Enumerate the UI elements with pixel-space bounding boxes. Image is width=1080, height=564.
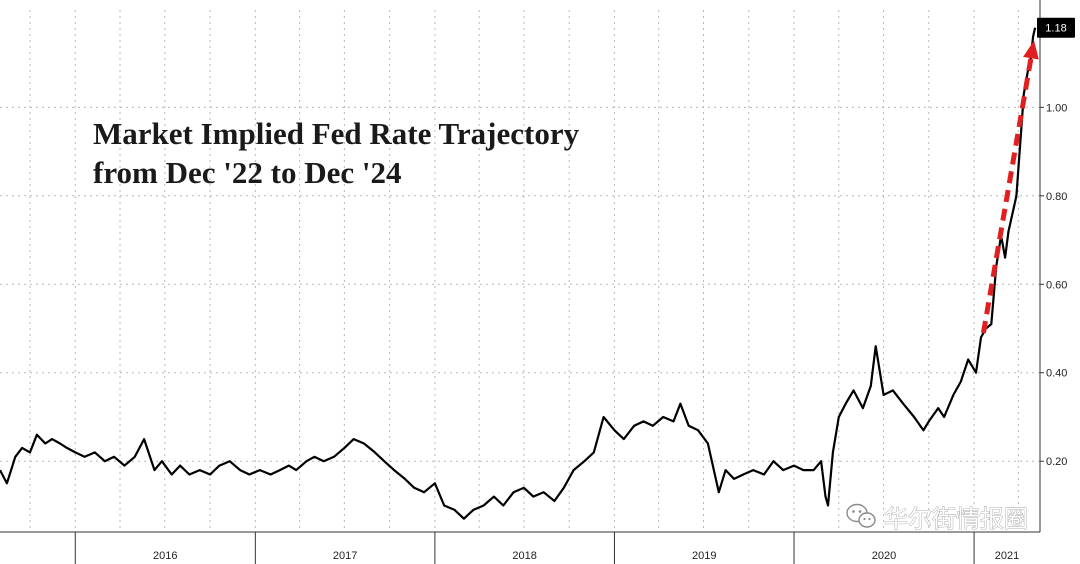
x-tick-label: 2017 — [333, 550, 357, 562]
y-tick-label: 0.40 — [1046, 368, 1067, 380]
wechat-icon — [846, 503, 876, 528]
last-value-badge: 1.18 — [1037, 17, 1075, 38]
watermark: 华尔街情报圈 — [846, 503, 1028, 533]
line-layer — [0, 27, 1037, 520]
last-value-badge-bg — [1037, 17, 1075, 38]
watermark-text: 华尔街情报圈 — [884, 505, 1028, 533]
y-tick-label: 0.20 — [1046, 456, 1067, 468]
y-tick-label: 0.60 — [1046, 279, 1067, 291]
trend-arrow-shaft — [980, 53, 1035, 334]
x-tick-label: 2021 — [995, 550, 1019, 562]
chart-title: Market Implied Fed Rate Trajectory from … — [93, 116, 580, 190]
last-value-label: 1.18 — [1045, 23, 1066, 35]
x-tick-label: 2020 — [872, 550, 896, 562]
title-line-2: from Dec '22 to Dec '24 — [93, 155, 401, 190]
x-tick-label: 2018 — [512, 550, 536, 562]
trend-arrow-head — [1023, 40, 1039, 60]
series-line — [0, 27, 1037, 520]
grid-layer — [0, 10, 1040, 532]
y-tick-label: 0.80 — [1046, 191, 1067, 203]
title-line-1: Market Implied Fed Rate Trajectory — [93, 116, 580, 151]
x-tick-label: 2016 — [153, 550, 177, 562]
x-tick-label: 2019 — [692, 550, 716, 562]
trend-arrow — [980, 40, 1039, 334]
y-tick-label: 1.00 — [1046, 102, 1067, 114]
